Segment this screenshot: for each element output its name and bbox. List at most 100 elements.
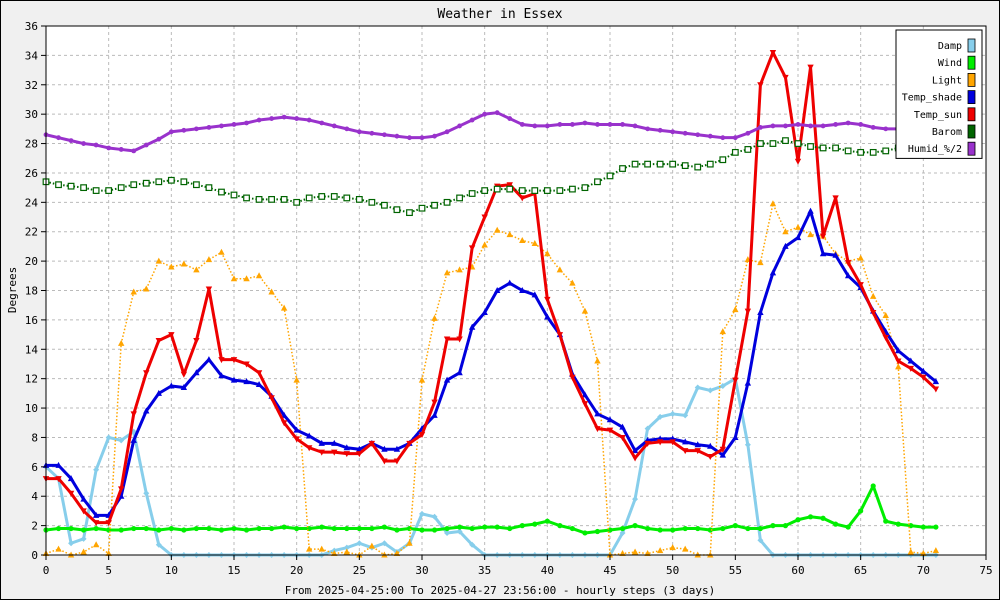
data-point-barom <box>744 146 752 153</box>
x-tick-label: 0 <box>43 564 50 577</box>
data-point-temp-shade <box>55 461 62 468</box>
data-point-temp-sun <box>920 374 927 381</box>
x-tick-label: 70 <box>917 564 930 577</box>
data-point-humid-2 <box>369 130 375 136</box>
data-point-damp <box>456 528 463 535</box>
data-point-temp-sun <box>481 214 488 221</box>
data-point-temp-sun <box>318 449 325 456</box>
data-point-wind <box>870 483 876 489</box>
data-point-temp-sun <box>393 458 401 465</box>
data-point-barom <box>243 194 250 202</box>
data-point-temp-shade <box>168 382 175 389</box>
data-point-wind <box>770 523 776 529</box>
legend-label: Light <box>932 75 962 86</box>
data-point-light <box>569 279 576 286</box>
data-point-humid-2 <box>758 124 763 130</box>
data-point-temp-shade <box>393 445 401 452</box>
data-point-wind <box>670 527 676 533</box>
data-point-temp-sun <box>168 332 175 339</box>
data-point-humid-2 <box>707 133 713 139</box>
data-point-barom <box>857 148 865 156</box>
data-point-light <box>243 275 250 282</box>
data-point-light <box>368 542 376 549</box>
data-point-barom <box>205 184 213 192</box>
data-point-temp-sun <box>205 286 213 293</box>
y-tick-label: 4 <box>31 490 38 503</box>
data-point-barom <box>869 148 877 156</box>
data-point-light <box>406 539 413 546</box>
data-point-damp <box>469 541 476 548</box>
y-tick-label: 24 <box>25 196 39 209</box>
data-point-wind <box>131 525 137 532</box>
data-point-temp-shade <box>155 389 162 396</box>
data-point-wind <box>419 527 425 533</box>
legend-swatch <box>967 73 976 87</box>
data-point-light <box>669 544 676 551</box>
data-point-temp-sun <box>819 233 827 240</box>
data-point-humid-2 <box>143 142 149 148</box>
data-point-humid-2 <box>808 123 813 129</box>
data-point-light <box>870 292 877 299</box>
data-point-light <box>719 328 726 335</box>
data-point-humid-2 <box>557 122 563 127</box>
data-point-wind <box>557 523 563 529</box>
data-point-wind <box>895 521 901 527</box>
data-point-temp-sun <box>368 440 376 447</box>
data-point-barom <box>142 179 150 187</box>
data-point-temp-sun <box>67 490 75 497</box>
data-point-barom <box>807 143 814 150</box>
data-point-temp-sun <box>306 445 313 452</box>
data-point-barom <box>255 195 263 203</box>
legend-item-humid-2: Humid_%/2 <box>908 141 976 156</box>
data-point-wind <box>281 524 287 530</box>
data-point-temp-shade <box>581 391 589 398</box>
data-point-barom <box>556 187 564 194</box>
data-point-humid-2 <box>720 135 726 141</box>
x-axis: 0 5 10 15 20 25 30 35 40 45 50 55 60 65 70 75 <box>43 555 993 577</box>
data-point-barom <box>155 178 163 186</box>
data-point-wind <box>757 525 764 532</box>
data-point-damp <box>444 529 451 536</box>
data-point-light <box>155 257 162 264</box>
data-point-barom <box>819 144 827 152</box>
data-point-temp-sun <box>506 182 513 189</box>
data-point-light <box>757 259 764 266</box>
data-point-humid-2 <box>870 124 876 130</box>
data-point-wind <box>732 523 738 529</box>
data-point-barom <box>92 187 100 194</box>
x-tick-label: 50 <box>666 564 679 577</box>
data-point-light <box>343 548 350 555</box>
y-tick-label: 12 <box>25 373 38 386</box>
data-point-barom <box>756 140 764 147</box>
series-temp-sun <box>42 49 940 527</box>
data-point-damp <box>343 544 350 551</box>
data-point-barom <box>80 184 88 192</box>
data-point-light <box>682 545 689 552</box>
data-point-temp-sun <box>669 439 676 446</box>
series-wind <box>43 483 939 536</box>
data-point-barom <box>543 187 551 194</box>
data-point-damp <box>757 537 764 544</box>
data-point-damp <box>744 441 751 448</box>
data-point-damp <box>118 437 125 444</box>
data-point-barom <box>832 144 839 152</box>
x-tick-label: 45 <box>603 564 616 577</box>
data-point-temp-shade <box>832 251 839 258</box>
data-point-temp-sun <box>468 245 476 252</box>
data-point-barom <box>67 182 75 190</box>
data-point-wind <box>218 527 225 533</box>
data-point-damp <box>155 541 162 548</box>
data-point-temp-shade <box>243 378 250 385</box>
data-point-light <box>80 548 87 555</box>
data-point-wind <box>782 523 789 529</box>
data-point-barom <box>180 178 188 186</box>
x-tick-label: 75 <box>979 564 992 577</box>
legend-swatch <box>967 124 976 139</box>
data-point-wind <box>920 524 926 530</box>
legend-label: Temp_sun <box>914 110 962 121</box>
data-point-temp-shade <box>757 309 764 316</box>
data-point-wind <box>206 525 212 532</box>
data-point-wind <box>645 525 651 532</box>
